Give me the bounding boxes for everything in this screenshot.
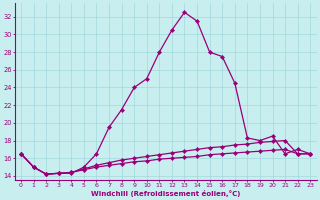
- X-axis label: Windchill (Refroidissement éolien,°C): Windchill (Refroidissement éolien,°C): [91, 190, 240, 197]
